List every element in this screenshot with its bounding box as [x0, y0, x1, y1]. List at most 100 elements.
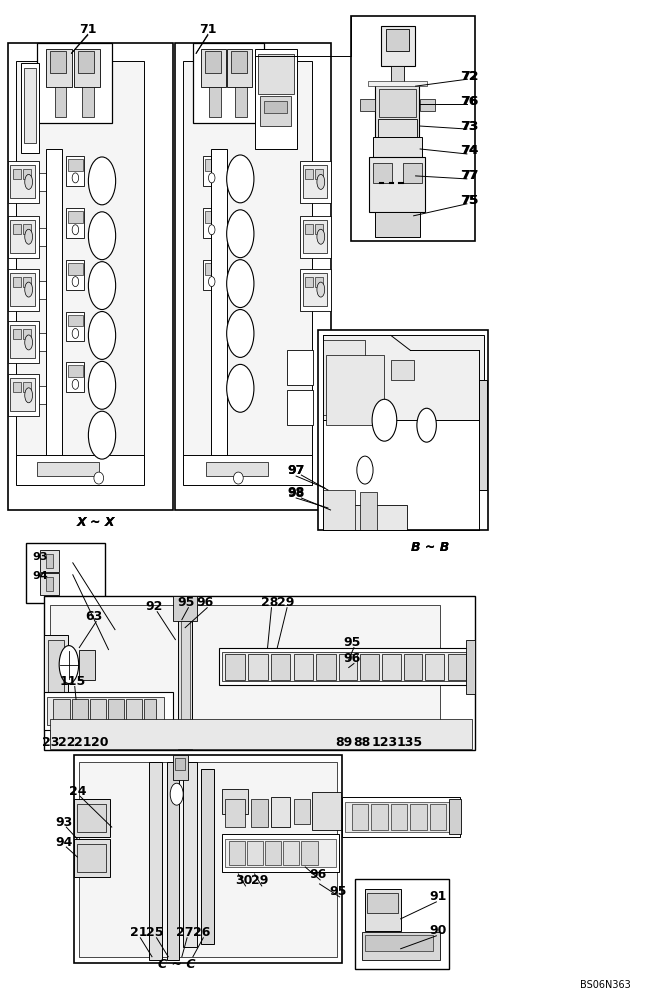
- Bar: [40, 550, 59, 572]
- Bar: [205, 51, 221, 73]
- Bar: [183, 455, 312, 485]
- Ellipse shape: [89, 157, 115, 205]
- Text: 98: 98: [288, 487, 304, 500]
- Text: 26: 26: [192, 926, 210, 939]
- Ellipse shape: [209, 173, 215, 183]
- Bar: [39, 173, 55, 191]
- Ellipse shape: [72, 379, 79, 389]
- Bar: [46, 149, 62, 458]
- Text: 29: 29: [277, 596, 295, 609]
- Bar: [323, 505, 407, 530]
- Text: 88: 88: [353, 736, 370, 749]
- Bar: [68, 211, 83, 223]
- Bar: [72, 699, 88, 723]
- Bar: [315, 277, 323, 287]
- Bar: [68, 159, 83, 171]
- Bar: [205, 211, 219, 223]
- Bar: [37, 43, 111, 123]
- Ellipse shape: [317, 282, 325, 297]
- Bar: [300, 216, 331, 258]
- Bar: [23, 169, 31, 179]
- Text: 75: 75: [462, 194, 479, 207]
- Ellipse shape: [72, 328, 79, 338]
- Ellipse shape: [72, 277, 79, 287]
- Bar: [23, 382, 31, 392]
- Bar: [16, 61, 144, 465]
- Bar: [39, 386, 55, 404]
- Bar: [178, 605, 192, 749]
- Bar: [420, 99, 435, 111]
- Bar: [287, 390, 313, 425]
- Bar: [430, 804, 446, 830]
- Ellipse shape: [209, 225, 215, 235]
- Bar: [44, 692, 173, 730]
- Bar: [361, 654, 379, 680]
- Bar: [293, 654, 313, 680]
- Ellipse shape: [227, 210, 254, 258]
- Bar: [402, 163, 422, 183]
- Bar: [361, 492, 377, 530]
- Text: B ~ B: B ~ B: [411, 541, 449, 554]
- Text: 77: 77: [462, 169, 479, 182]
- Bar: [50, 719, 472, 749]
- Bar: [46, 577, 53, 591]
- Bar: [254, 49, 297, 149]
- Bar: [55, 87, 67, 117]
- Bar: [78, 51, 94, 73]
- Ellipse shape: [59, 646, 79, 683]
- Bar: [368, 81, 426, 86]
- Bar: [183, 61, 312, 465]
- Text: 94: 94: [33, 571, 48, 581]
- Text: 23: 23: [42, 736, 59, 749]
- Bar: [90, 699, 106, 723]
- Text: 21: 21: [130, 926, 147, 939]
- Ellipse shape: [89, 361, 115, 409]
- Bar: [303, 220, 327, 253]
- Bar: [365, 889, 401, 931]
- Bar: [23, 329, 31, 339]
- Text: 96: 96: [344, 652, 361, 665]
- Bar: [79, 650, 95, 680]
- Bar: [370, 157, 425, 212]
- Text: 71: 71: [79, 23, 96, 36]
- Bar: [205, 263, 219, 275]
- Bar: [209, 87, 221, 117]
- Bar: [323, 340, 365, 415]
- Bar: [50, 51, 66, 73]
- Ellipse shape: [72, 225, 79, 235]
- Bar: [206, 462, 267, 476]
- Bar: [67, 156, 85, 186]
- Bar: [351, 16, 475, 241]
- Text: 95: 95: [344, 636, 361, 649]
- Bar: [183, 762, 198, 947]
- Bar: [10, 273, 35, 306]
- Bar: [383, 654, 401, 680]
- Bar: [339, 654, 357, 680]
- Bar: [13, 277, 21, 287]
- Ellipse shape: [89, 262, 115, 310]
- Bar: [425, 654, 443, 680]
- Bar: [201, 769, 215, 944]
- Bar: [287, 350, 313, 385]
- Bar: [222, 652, 469, 681]
- Ellipse shape: [94, 472, 104, 484]
- Text: B ~ B: B ~ B: [411, 541, 449, 554]
- Text: 98: 98: [288, 486, 304, 499]
- Bar: [226, 654, 245, 680]
- Bar: [67, 362, 85, 392]
- Bar: [74, 839, 110, 877]
- Bar: [181, 608, 190, 745]
- Bar: [372, 804, 388, 830]
- Bar: [228, 49, 252, 87]
- Text: 21: 21: [74, 736, 92, 749]
- Text: 76: 76: [462, 95, 479, 108]
- Text: 97: 97: [288, 464, 305, 477]
- Bar: [80, 762, 337, 957]
- Bar: [67, 208, 85, 238]
- Bar: [77, 804, 106, 832]
- Bar: [361, 99, 376, 111]
- Text: 72: 72: [460, 70, 477, 83]
- Bar: [8, 374, 39, 416]
- Bar: [346, 802, 452, 832]
- Bar: [8, 269, 39, 311]
